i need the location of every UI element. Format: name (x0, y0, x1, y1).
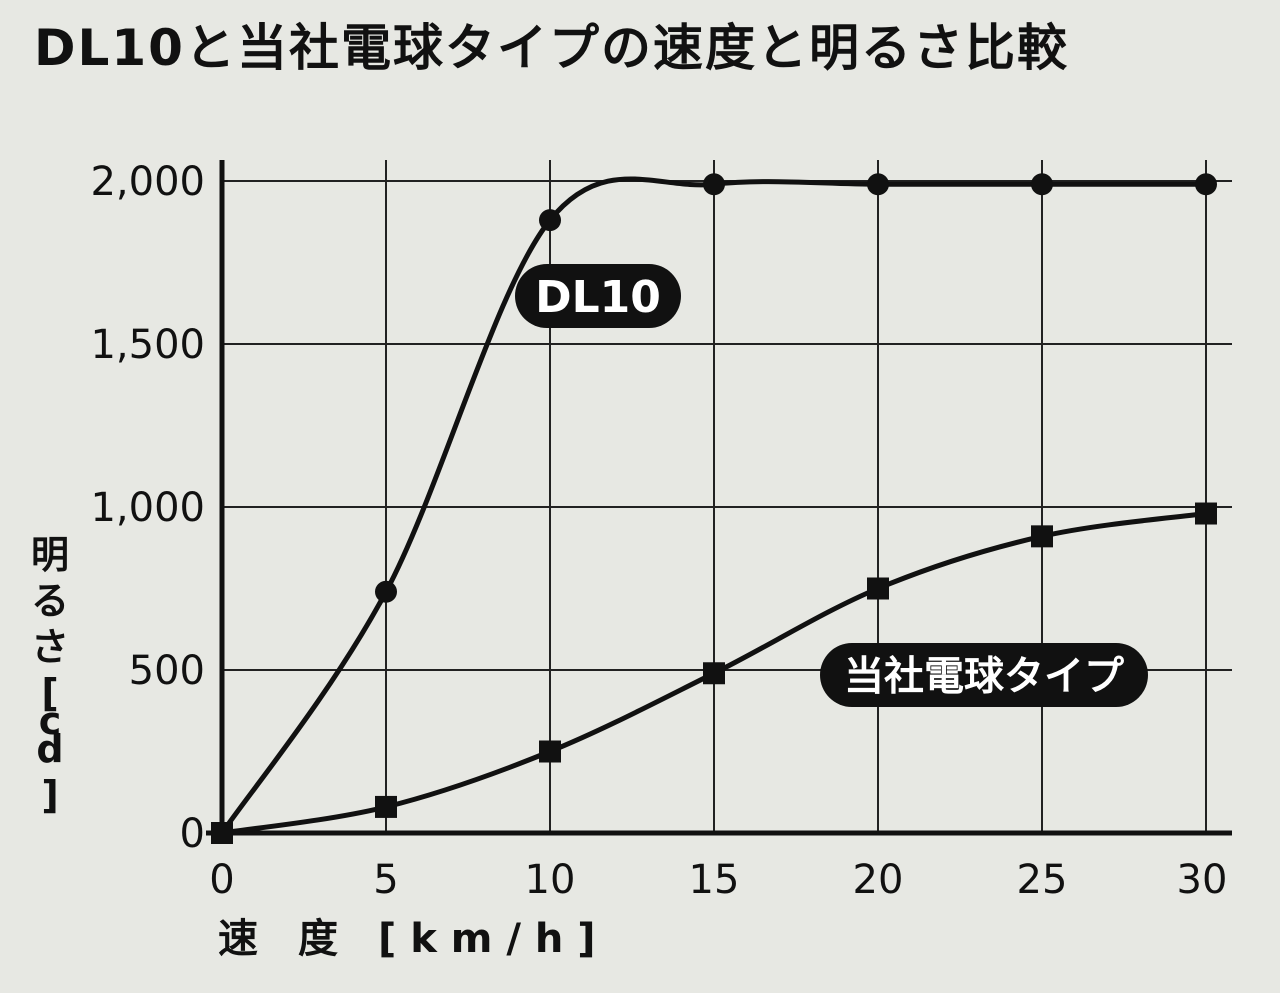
data-point-circle (539, 209, 561, 232)
data-point-circle (867, 173, 889, 196)
series-line-0 (219, 176, 1206, 835)
data-point-circle (1031, 173, 1053, 196)
x-tick-label: 25 (1017, 857, 1068, 903)
data-point-square (375, 795, 397, 818)
x-tick-label: 0 (209, 857, 234, 903)
x-axis-label: 速 度 [ k m / h ] (218, 916, 596, 962)
series-tag-1 (820, 643, 1148, 707)
data-point-square (1195, 502, 1217, 525)
data-point-square (539, 740, 561, 763)
data-point-square (703, 662, 725, 685)
data-point-circle (1195, 173, 1217, 196)
labels-layer: 速 度 [ k m / h ] 明るさ[c d] DL10 当社電球タイプ (31, 264, 1148, 962)
grid-layer (222, 160, 1232, 833)
chart-title: DL10と当社電球タイプの速度と明るさ比較 (34, 19, 1069, 77)
y-tick-label: 500 (129, 648, 205, 694)
data-point-square (211, 822, 233, 844)
x-tick-label: 5 (373, 857, 398, 903)
y-tick-label: 0 (180, 811, 205, 857)
series-tag-0 (515, 264, 681, 328)
data-point-square (1031, 525, 1053, 548)
x-tick-label: 10 (525, 857, 576, 903)
y-tick-label: 1,000 (90, 485, 205, 531)
y-tick-label: 2,000 (90, 159, 205, 205)
x-tick-label: 30 (1177, 857, 1228, 903)
data-point-square (867, 577, 889, 600)
y-tick-label: 1,500 (90, 322, 205, 368)
series-tag-label-1: 当社電球タイプ (844, 653, 1124, 699)
axes-layer (206, 160, 1232, 836)
data-point-circle (703, 173, 725, 196)
y-axis-label: 明るさ[c d] (31, 533, 69, 817)
series-layer (211, 173, 1217, 844)
data-point-circle (375, 580, 397, 603)
x-tick-label: 20 (853, 857, 904, 903)
series-tag-label-0: DL10 (535, 272, 661, 323)
ticks-layer: 0 5 10 15 20 25 30 0 500 1,000 1,500 2,000 (90, 159, 1227, 903)
x-tick-label: 15 (689, 857, 740, 903)
